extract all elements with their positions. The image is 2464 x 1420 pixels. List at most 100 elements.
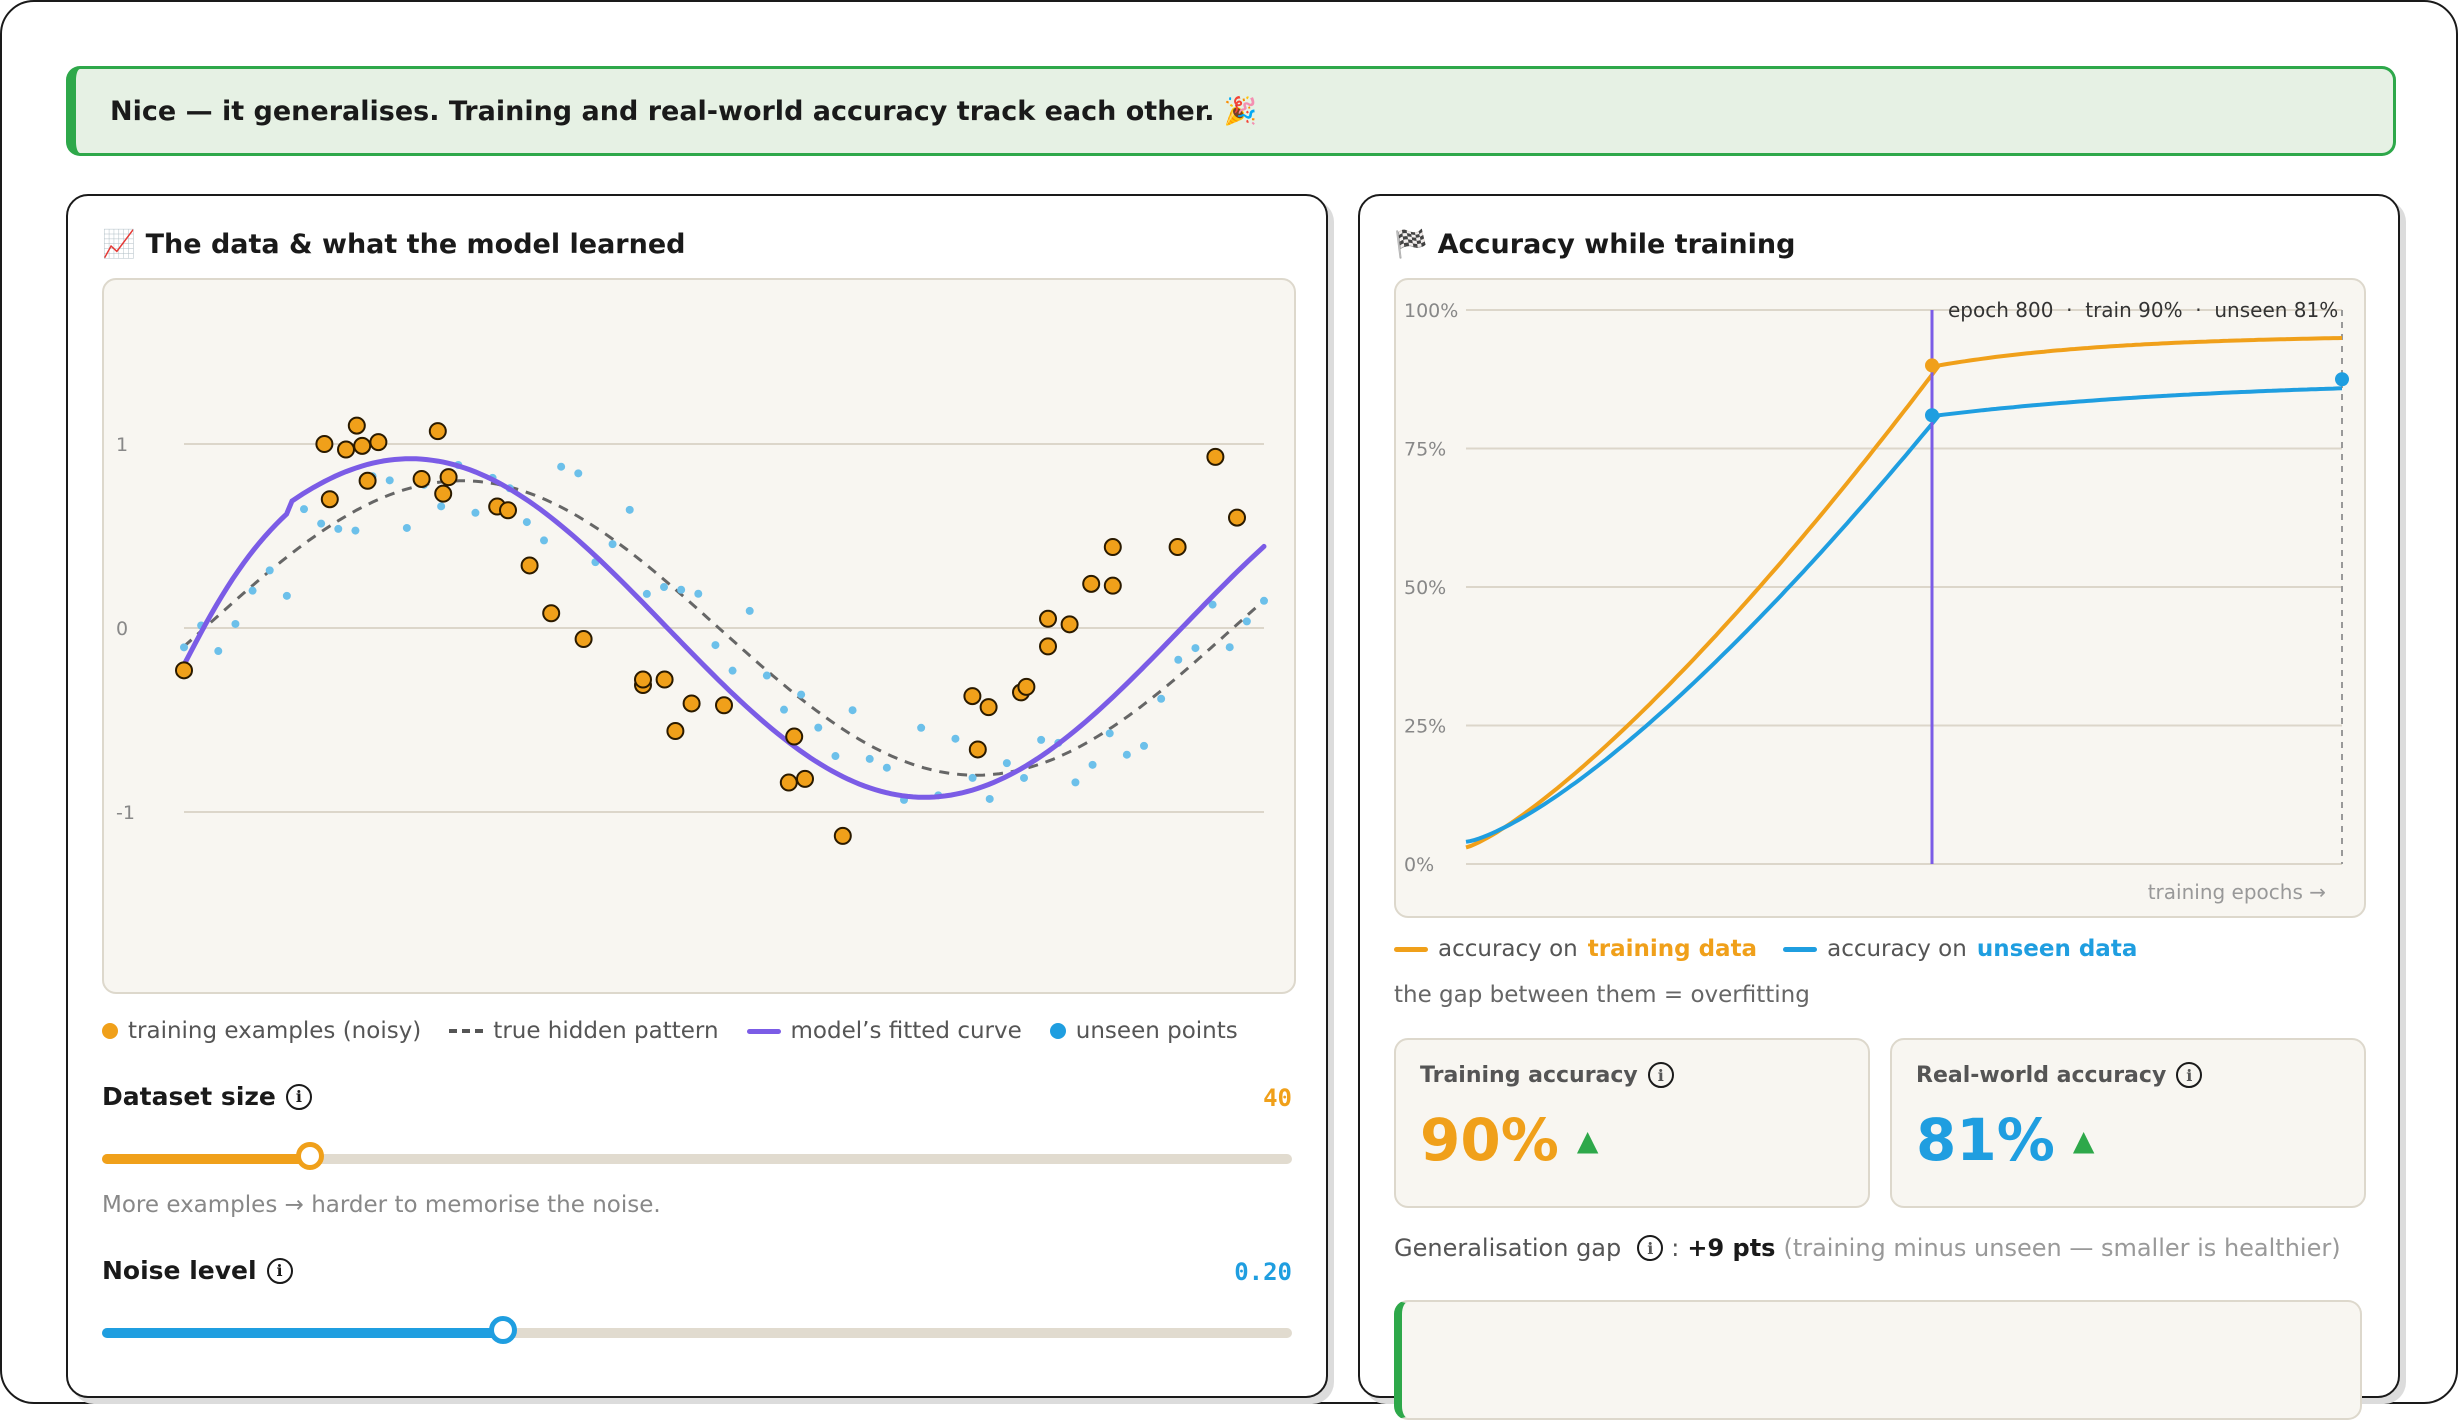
unseen-point — [1260, 596, 1268, 605]
realworld-accuracy-label: Real-world accuracy i — [1916, 1062, 2203, 1088]
data-plot-svg: 1 0 -1 — [116, 416, 1268, 845]
training-dot-icon — [102, 1023, 118, 1039]
training-point — [796, 769, 814, 788]
training-point — [963, 687, 982, 706]
unseen-point — [574, 469, 583, 478]
unseen-point — [831, 752, 840, 761]
noise-level-slider-fill — [102, 1328, 504, 1338]
unseen-point — [1225, 643, 1234, 652]
y-tick-label: 25% — [1404, 716, 1446, 738]
training-point — [1017, 677, 1036, 696]
up-triangle-icon: ▲ — [2072, 1123, 2095, 1157]
unseen-dot-icon — [1049, 1023, 1066, 1039]
chart-increasing-icon: 📈 — [102, 229, 136, 260]
info-icon[interactable]: i — [1647, 1062, 1674, 1088]
unseen-point — [711, 641, 720, 650]
dataset-size-slider[interactable] — [102, 1142, 1292, 1170]
unseen-point — [540, 536, 548, 545]
unseen-point — [1002, 759, 1011, 768]
unseen-point — [917, 723, 926, 732]
y-tick-label: 75% — [1404, 439, 1446, 461]
info-icon[interactable]: i — [266, 1257, 293, 1284]
noise-level-slider[interactable] — [102, 1316, 1292, 1344]
noise-level-value: 0.20 — [1234, 1258, 1292, 1286]
unseen-point — [385, 476, 394, 485]
training-point — [353, 436, 372, 455]
training-point — [779, 773, 798, 792]
unseen-point — [745, 606, 754, 615]
unseen-end-point — [2335, 372, 2349, 387]
unseen-point — [882, 763, 891, 772]
training-point — [666, 722, 685, 741]
checkered-flag-icon: 🏁 — [1394, 229, 1428, 260]
training-point — [315, 435, 334, 453]
training-accuracy-value: 90% ▲ — [1420, 1106, 1599, 1174]
unseen-point — [814, 723, 823, 732]
training-point — [1103, 538, 1122, 557]
dataset-size-label: Dataset size i — [102, 1082, 312, 1111]
unseen-point — [985, 794, 994, 803]
unseen-accuracy-line — [1465, 386, 2343, 844]
unseen-point — [334, 524, 343, 533]
epoch-tooltip: epoch 800 · train 90% · unseen 81% — [1948, 298, 2339, 322]
training-point — [499, 501, 517, 520]
training-point — [715, 696, 733, 715]
unseen-point — [282, 591, 291, 600]
unseen-point — [694, 589, 703, 598]
dataset-size-slider-fill — [102, 1154, 311, 1164]
training-accuracy-line — [1465, 336, 2343, 850]
noise-level-label: Noise level i — [102, 1256, 293, 1285]
y-tick-label: 0 — [116, 618, 128, 640]
training-point — [1060, 615, 1079, 634]
unseen-point — [300, 505, 308, 514]
data-plot-legend: training examples (noisy) true hidden pa… — [102, 1018, 1238, 1044]
info-icon[interactable]: i — [1637, 1235, 1664, 1261]
y-tick-label: 1 — [116, 434, 128, 456]
training-point — [320, 490, 339, 509]
accuracy-legend: accuracy on training data accuracy on un… — [1394, 936, 2137, 962]
training-point — [682, 694, 701, 713]
noise-level-slider-thumb[interactable] — [489, 1316, 518, 1344]
training-point — [634, 670, 652, 689]
training-point — [428, 422, 447, 441]
unseen-point — [608, 540, 617, 549]
training-point — [369, 433, 388, 452]
training-point — [1082, 574, 1101, 593]
training-point — [785, 727, 804, 746]
training-point — [1039, 637, 1057, 656]
training-point — [1168, 538, 1187, 557]
training-point — [979, 698, 998, 717]
legend-unseen-accuracy: accuracy on unseen data — [1783, 936, 2137, 962]
unseen-point — [180, 643, 188, 652]
training-point — [968, 740, 987, 759]
info-icon[interactable]: i — [285, 1083, 312, 1110]
unseen-point — [951, 734, 960, 743]
unseen-point — [865, 754, 874, 763]
training-accuracy-card: Training accuracy i 90% ▲ — [1394, 1038, 1870, 1208]
accuracy-plot: 100% 75% 50% 25% 0% epoch 800 · train 90% · … — [1394, 278, 2366, 918]
legend-training-accuracy: accuracy on training data — [1394, 936, 1757, 962]
solid-line-icon — [1394, 946, 1428, 952]
dataset-size-slider-thumb[interactable] — [296, 1142, 325, 1170]
unseen-point — [728, 666, 737, 675]
status-banner: Nice — it generalises. Training and real… — [66, 66, 2396, 156]
info-icon[interactable]: i — [2176, 1062, 2203, 1088]
training-point — [655, 670, 674, 689]
status-banner-text: Nice — it generalises. Training and real… — [110, 96, 1258, 127]
data-card: 📈 The data & what the model learned 1 0 -1… — [66, 194, 1328, 1398]
y-tick-label: -1 — [116, 802, 135, 824]
training-point — [574, 630, 593, 649]
unseen-point — [625, 505, 634, 514]
unseen-point — [797, 690, 806, 699]
unseen-point — [1020, 773, 1028, 782]
training-point — [1228, 508, 1246, 527]
accuracy-plot-svg: 100% 75% 50% 25% 0% — [1404, 300, 2349, 876]
y-tick-label: 0% — [1404, 854, 1434, 876]
accuracy-card: 🏁 Accuracy while training 100% 75% 50% 25% 0… — [1358, 194, 2400, 1420]
unseen-point — [660, 583, 668, 592]
dataset-size-hint: More examples → harder to memorise the n… — [102, 1192, 661, 1218]
dataset-size-value: 40 — [1263, 1084, 1292, 1112]
unseen-point — [1157, 694, 1166, 703]
training-point — [542, 604, 561, 623]
unseen-point — [1174, 655, 1183, 664]
